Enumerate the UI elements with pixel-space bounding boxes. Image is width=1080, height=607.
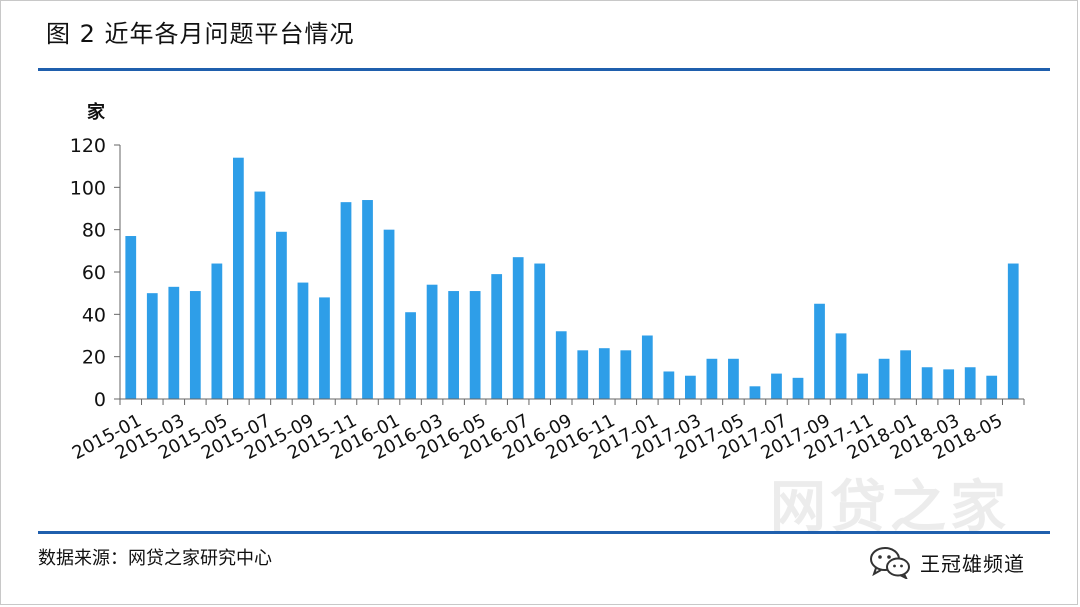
bar-2018-03 [943, 369, 955, 399]
bottom-rule [38, 531, 1050, 534]
bar-2015-12 [362, 200, 373, 399]
y-tick-label: 100 [70, 177, 106, 199]
bar-2018-05 [986, 375, 998, 399]
bar-2016-06 [491, 274, 503, 399]
bar-2015-05 [211, 263, 223, 399]
brand-name: 王冠雄频道 [920, 551, 1025, 576]
bar-2016-05 [469, 291, 481, 399]
y-axis-label: 家 [87, 101, 106, 123]
bar-2016-02 [405, 312, 416, 399]
bars [125, 157, 1019, 399]
bar-2017-04 [706, 358, 718, 399]
y-axis: 0 20 40 60 80 100 120 [70, 135, 121, 411]
y-tick-label: 0 [94, 389, 106, 411]
y-tick-label: 40 [82, 304, 106, 326]
bar-2017-08 [792, 377, 804, 399]
top-rule [38, 68, 1050, 71]
bar-2017-09 [814, 303, 825, 399]
bar-2016-08 [534, 263, 546, 399]
bar-2017-12 [878, 358, 890, 399]
bar-2018-04 [964, 367, 976, 399]
bar-2017-06 [749, 386, 761, 399]
bar-2017-11 [857, 373, 868, 399]
bar-2016-01 [383, 229, 395, 399]
bar-2017-05 [728, 358, 739, 399]
y-tick-label: 120 [70, 135, 106, 157]
bar-2015-09 [297, 282, 309, 399]
figure-title: 图 2 近年各月问题平台情况 [46, 20, 355, 48]
data-source: 数据来源：网贷之家研究中心 [38, 548, 272, 569]
bar-2017-02 [663, 371, 675, 399]
bar-2016-07 [512, 257, 524, 399]
bar-2017-01 [641, 335, 653, 399]
bar-2016-09 [555, 331, 567, 399]
bar-2017-03 [685, 375, 696, 399]
watermark-text: 网贷之家 [770, 475, 1010, 540]
bar-2016-11 [598, 348, 610, 399]
y-tick-label: 60 [82, 262, 106, 284]
bar-2015-04 [189, 291, 201, 399]
bar-2016-03 [426, 284, 438, 399]
bar-2015-02 [146, 293, 158, 399]
bar-2017-07 [771, 373, 782, 399]
bar-2015-07 [254, 191, 266, 399]
y-tick-label: 80 [82, 220, 106, 242]
bar-2015-06 [233, 157, 244, 399]
brand: 王冠雄频道 [868, 545, 1025, 579]
bar-2015-03 [168, 286, 180, 399]
y-tick-label: 20 [82, 347, 106, 369]
bar-2016-10 [577, 350, 589, 399]
x-axis: 2015-012015-032015-052015-072015-092015-… [69, 398, 1025, 464]
wechat-icon [870, 547, 910, 579]
bar-2015-11 [340, 202, 352, 399]
bar-2016-04 [448, 291, 459, 399]
bar-2017-10 [835, 333, 847, 399]
bar-2015-01 [125, 236, 137, 399]
bar-2018-02 [921, 367, 933, 399]
bar-2015-08 [276, 231, 287, 399]
bar-2016-12 [620, 350, 632, 399]
watermark: 网贷之家 [770, 462, 1030, 542]
bar-2015-10 [319, 297, 330, 399]
bar-2018-01 [900, 350, 911, 399]
bar-2018-06 [1007, 263, 1019, 399]
